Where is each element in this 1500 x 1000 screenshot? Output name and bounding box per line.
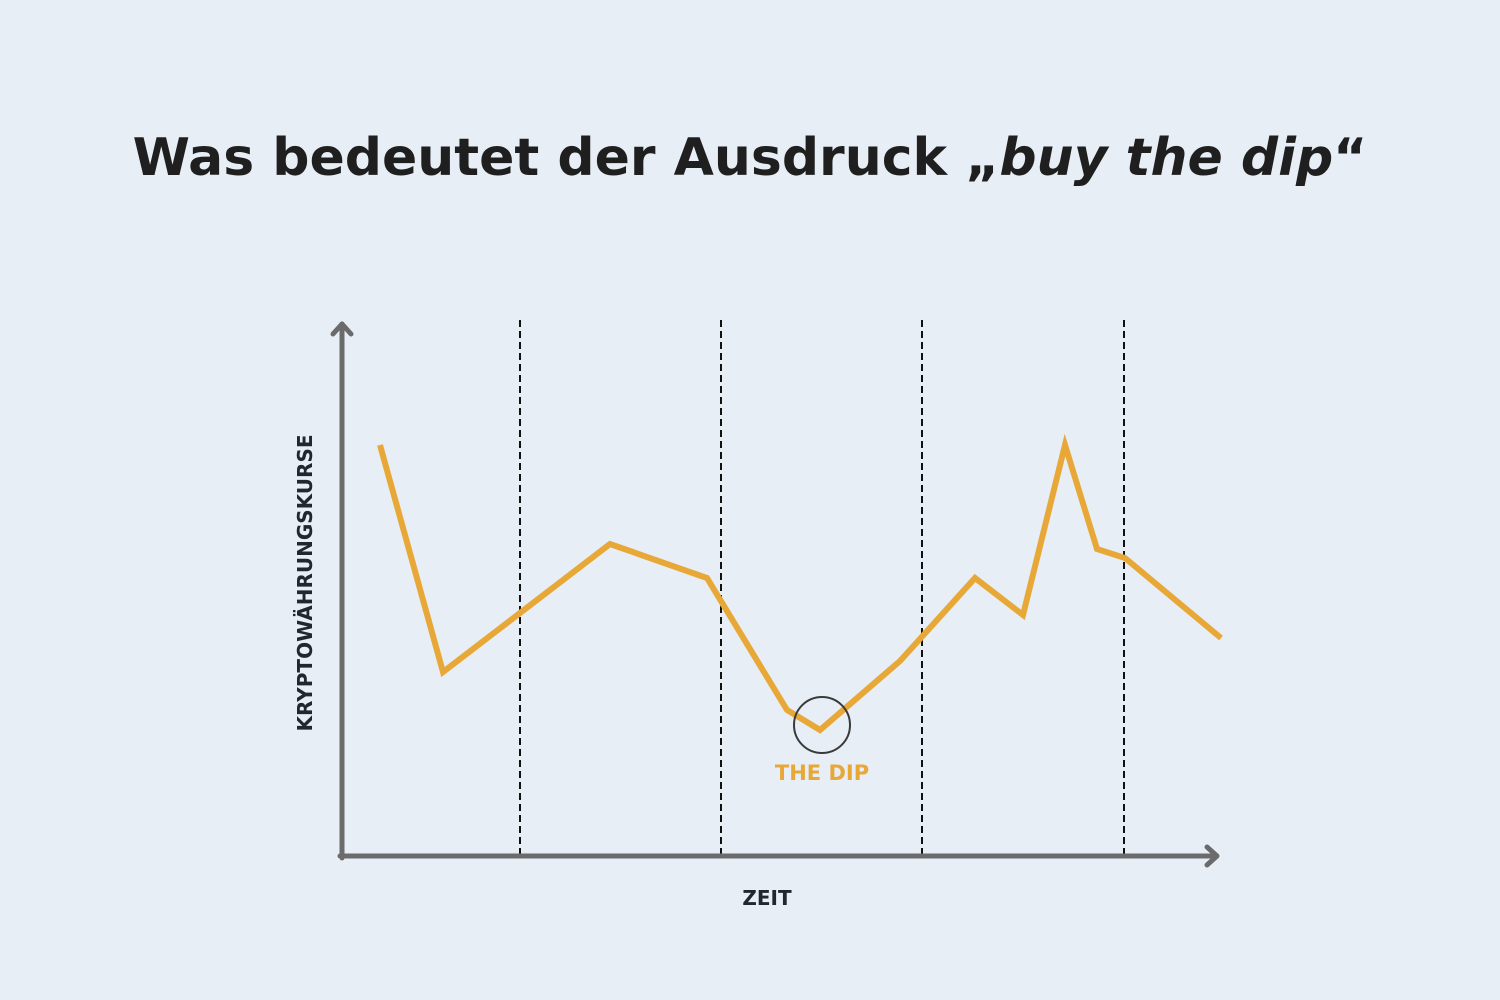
y-axis-label: KRYPTOWÄHRUNGSKURSE (293, 434, 317, 731)
axes (330, 321, 1220, 868)
x-axis-arrow-icon (1204, 844, 1220, 868)
title-emphasis: buy the dip (999, 128, 1334, 188)
time-dividers (519, 320, 1125, 856)
title-prefix: Was bedeutet der Ausdruck „ (132, 128, 1000, 188)
price-line (377, 433, 1223, 734)
dip-label: THE DIP (775, 761, 869, 785)
dip-highlight-circle (793, 696, 851, 754)
title-suffix: “ (1333, 128, 1368, 188)
page-title: Was bedeutet der Ausdruck „buy the dip“ (0, 128, 1500, 188)
y-axis-arrow-icon (330, 321, 354, 337)
x-axis-label: ZEIT (742, 886, 792, 910)
